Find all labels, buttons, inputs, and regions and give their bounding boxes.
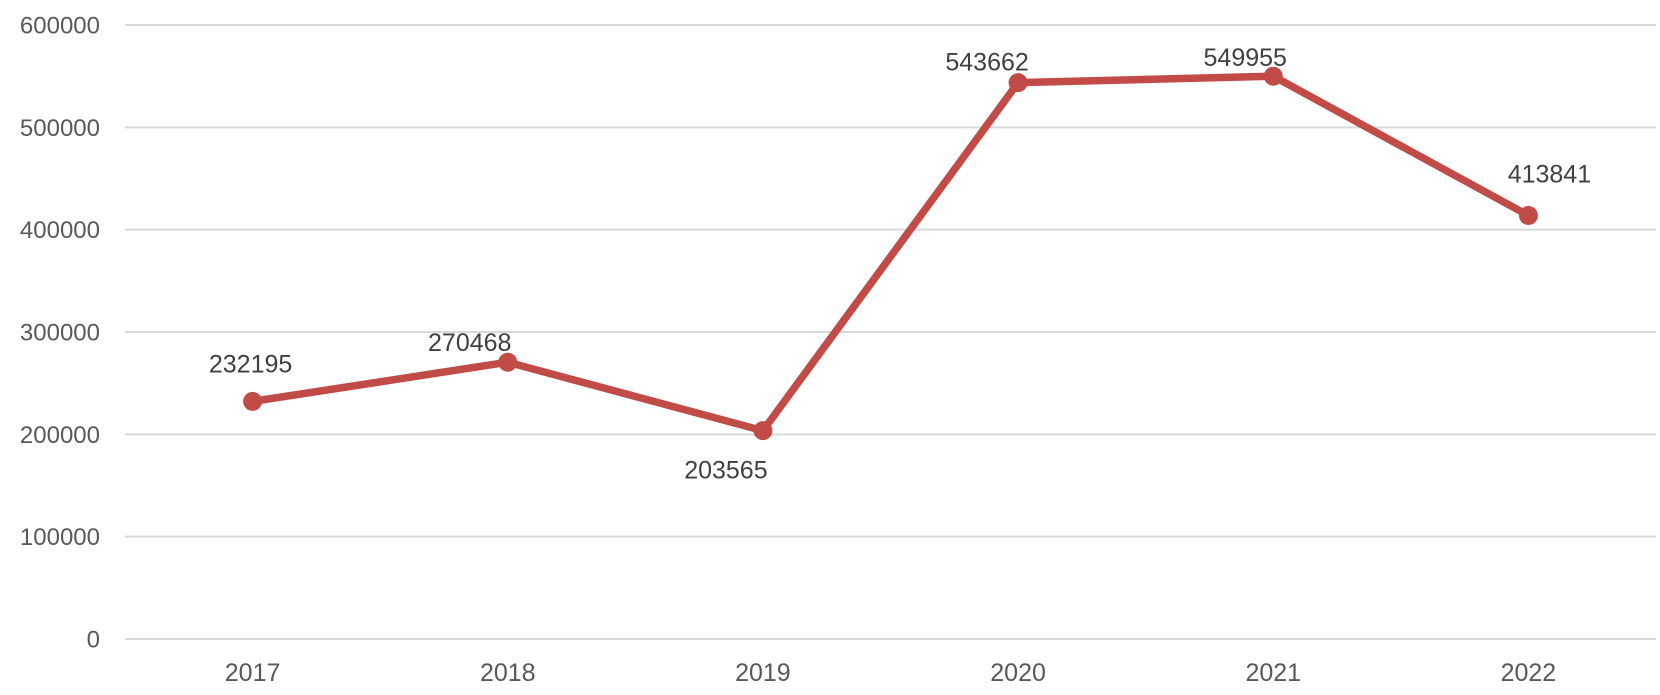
y-tick-label-300000: 300000 xyxy=(20,320,100,347)
data-point-2020 xyxy=(1008,73,1028,93)
x-tick-label-2019: 2019 xyxy=(735,659,791,687)
data-label-2020: 543662 xyxy=(945,49,1028,77)
data-label-2018: 270468 xyxy=(428,329,511,357)
x-tick-label-2017: 2017 xyxy=(225,659,281,687)
data-point-2021 xyxy=(1263,66,1283,86)
data-point-2018 xyxy=(498,352,518,372)
data-point-2022 xyxy=(1518,206,1538,226)
x-tick-label-2022: 2022 xyxy=(1501,659,1557,687)
y-tick-label-500000: 500000 xyxy=(20,115,100,142)
data-label-2019: 203565 xyxy=(684,457,767,485)
data-label-2021: 549955 xyxy=(1204,44,1287,72)
x-tick-label-2020: 2020 xyxy=(990,659,1046,687)
data-point-2017 xyxy=(243,391,263,411)
y-tick-label-600000: 600000 xyxy=(20,13,100,40)
y-tick-label-200000: 200000 xyxy=(20,422,100,449)
data-series-line xyxy=(248,72,1533,435)
y-tick-label-0: 0 xyxy=(87,627,100,654)
y-tick-label-400000: 400000 xyxy=(20,217,100,244)
data-point-2019 xyxy=(753,421,773,441)
x-tick-label-2018: 2018 xyxy=(480,659,536,687)
x-tick-label-2021: 2021 xyxy=(1245,659,1301,687)
y-tick-label-100000: 100000 xyxy=(20,524,100,551)
data-label-2022: 413841 xyxy=(1508,161,1591,189)
data-label-2017: 232195 xyxy=(209,350,292,378)
